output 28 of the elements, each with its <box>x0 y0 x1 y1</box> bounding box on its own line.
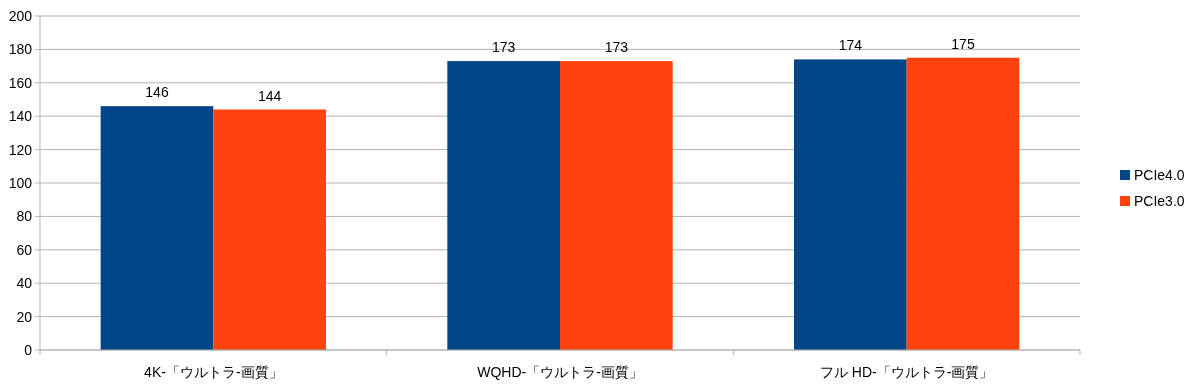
bar <box>213 109 326 350</box>
y-tick-label: 200 <box>8 8 33 24</box>
bar <box>560 61 673 350</box>
y-tick-label: 180 <box>8 41 33 58</box>
y-tick-label: 0 <box>24 342 33 358</box>
data-label: 173 <box>491 39 516 56</box>
data-label: 175 <box>951 35 975 52</box>
data-label: 173 <box>604 39 629 56</box>
bar <box>794 59 907 350</box>
x-tick-label: 4K-「ウルトラ-画質」 <box>144 364 283 380</box>
legend-label: PCIe4.0 <box>1134 167 1185 183</box>
y-tick-label: 60 <box>16 241 33 258</box>
x-tick-label: WQHD-「ウルトラ-画質」 <box>477 364 643 380</box>
y-tick-label: 120 <box>8 141 33 158</box>
y-tick-label: 100 <box>8 175 33 191</box>
bar <box>447 61 560 350</box>
x-tick-label: フル HD-「ウルトラ-画質」 <box>819 364 994 380</box>
bar <box>100 106 214 350</box>
y-tick-label: 160 <box>8 74 33 91</box>
y-tick-label: 40 <box>16 275 33 292</box>
data-label: 174 <box>838 37 863 54</box>
bar <box>906 57 1020 350</box>
data-label: 144 <box>257 87 282 104</box>
data-label: 146 <box>145 84 169 101</box>
y-tick-label: 80 <box>16 208 33 225</box>
y-tick-label: 140 <box>8 108 33 125</box>
legend-label: PCIe3.0 <box>1134 193 1185 209</box>
y-tick-label: 20 <box>16 308 33 325</box>
